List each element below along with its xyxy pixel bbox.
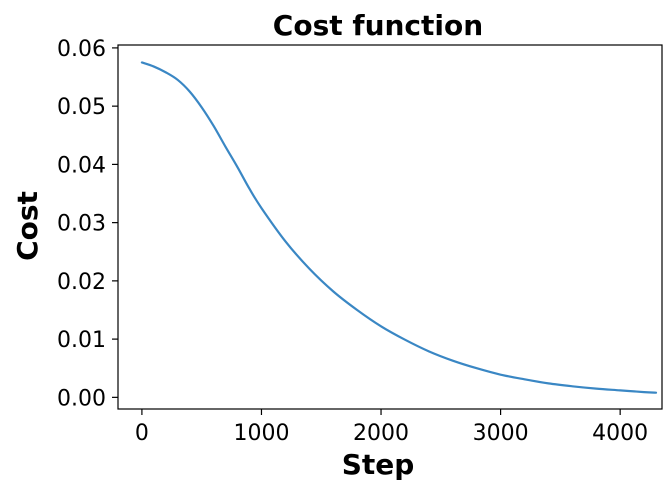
y-tick-label: 0.02: [57, 270, 106, 295]
y-tick-label: 0.00: [57, 386, 106, 411]
x-tick-label: 3000: [473, 421, 529, 446]
y-tick-label: 0.01: [57, 328, 106, 353]
series-layer: [140, 61, 658, 394]
x-tick-label: 4000: [592, 421, 648, 446]
x-tick-label: 2000: [353, 421, 409, 446]
x-tick-label: 1000: [233, 421, 289, 446]
y-tick-label: 0.05: [57, 95, 106, 120]
tick-layer: 0 1000 2000 3000 4000 0.00 0.01 0.02 0.03 0.04 0.0…: [57, 37, 648, 446]
x-axis-label: Step: [342, 448, 415, 481]
y-axis-label: Cost: [11, 191, 44, 261]
y-tick-label: 0.06: [57, 37, 106, 62]
y-tick-label: 0.04: [57, 153, 106, 178]
plot-area-frame: [117, 44, 663, 410]
x-tick-label: 0: [135, 421, 149, 446]
y-tick-label: 0.03: [57, 212, 106, 237]
chart-title: Cost function: [273, 9, 483, 42]
cost-series-line: [140, 61, 658, 394]
